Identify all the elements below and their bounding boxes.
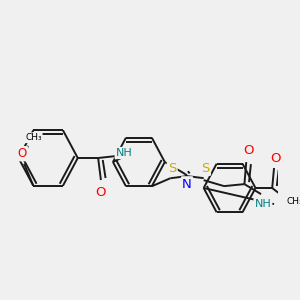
Text: O: O xyxy=(96,185,106,199)
Text: CH₃: CH₃ xyxy=(25,133,42,142)
Text: O: O xyxy=(271,152,281,164)
Text: S: S xyxy=(168,162,176,175)
Text: O: O xyxy=(243,144,254,157)
Text: N: N xyxy=(182,178,192,190)
Text: NH: NH xyxy=(254,199,271,209)
Text: S: S xyxy=(201,162,210,175)
Text: NH: NH xyxy=(116,148,132,158)
Text: CH₃: CH₃ xyxy=(286,197,300,206)
Text: O: O xyxy=(18,147,27,160)
